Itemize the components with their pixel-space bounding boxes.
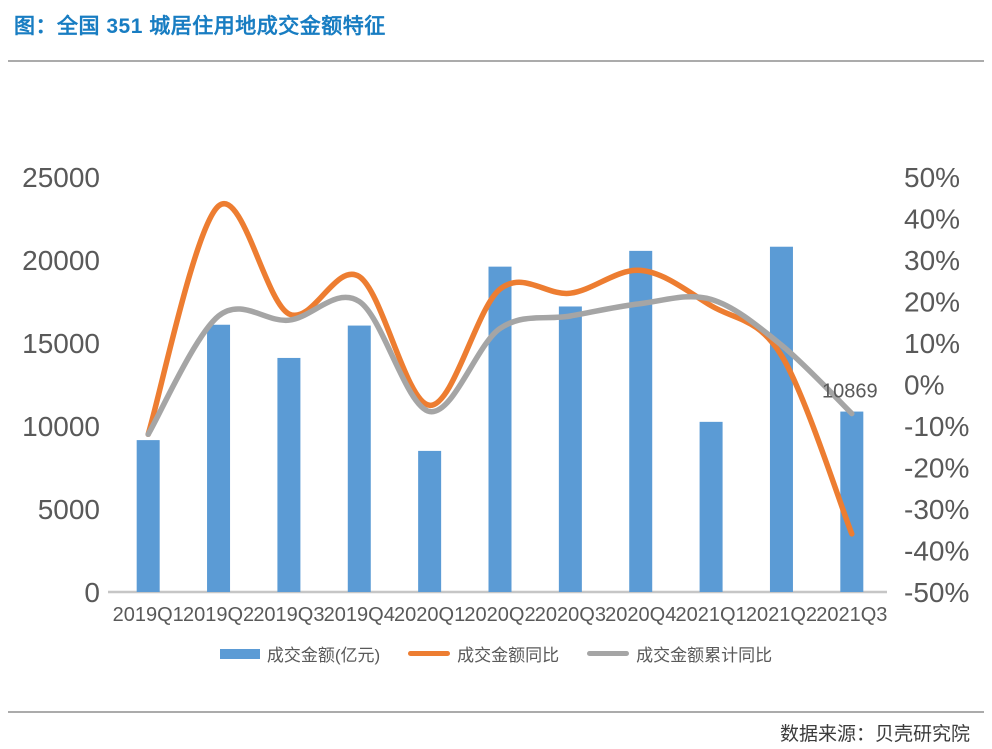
x-axis-label: 2020Q1 [394,604,465,626]
bar-2019Q3 [277,357,301,592]
left-axis-tick: 20000 [22,245,100,276]
legend-label: 成交金额同比 [457,646,560,665]
legend-label: 成交金额累计同比 [636,646,773,665]
x-axis-label: 2019Q3 [253,604,324,626]
right-axis-tick: 30% [904,245,960,276]
x-axis-label: 2020Q2 [464,604,535,626]
right-axis-tick: -30% [904,494,969,525]
legend-bar-swatch [219,648,260,659]
left-axis-tick: 5000 [38,494,100,525]
legend-label: 成交金额(亿元) [266,646,381,665]
bar-2021Q1 [699,421,723,592]
left-axis-tick: 15000 [22,328,100,359]
x-axis-label: 2020Q3 [535,604,606,626]
x-axis-label: 2019Q1 [113,604,184,626]
bar-value-label: 10869 [822,381,878,403]
right-axis-tick: 20% [904,287,960,318]
right-axis-tick: 50% [904,162,960,193]
right-axis-tick: -40% [904,536,969,567]
left-axis-tick: 25000 [22,162,100,193]
legend-item-2: 成交金额同比 [408,641,559,666]
x-axis-label: 2021Q3 [816,604,887,626]
right-axis-tick: -20% [904,453,969,484]
x-axis-label: 2020Q4 [605,604,676,626]
x-axis-label: 2021Q1 [676,604,747,626]
right-axis-tick: 10% [904,328,960,359]
cumulative-yoy-line [145,294,855,438]
legend-line-swatch [587,651,630,656]
footer-divider [8,711,984,713]
x-axis-label: 2019Q2 [183,604,254,626]
right-axis-tick: 0% [904,370,944,401]
right-axis-tick: 40% [904,204,960,235]
bar-2020Q4 [629,250,653,592]
x-axis-label: 2019Q4 [324,604,395,626]
title-divider [8,60,984,62]
right-axis-tick: -10% [904,411,969,442]
bar-2020Q2 [488,266,512,592]
right-axis-tick: -50% [904,577,969,608]
bar-2020Q3 [558,306,582,592]
bar-2021Q2 [769,246,793,592]
left-axis-tick: 10000 [22,411,100,442]
bar-2021Q3 [840,411,864,592]
yoy-line [145,200,855,537]
legend-item-1: 成交金额(亿元) [219,641,381,666]
left-axis-tick: 0 [84,577,100,608]
legend-line-swatch [408,651,451,656]
bar-2019Q1 [136,440,160,592]
chart-legend: 成交金额(亿元) 成交金额同比 成交金额累计同比 [0,641,992,666]
x-axis-label: 2021Q2 [746,604,817,626]
bar-2019Q2 [207,324,231,592]
bar-2019Q4 [347,325,371,592]
bar-2020Q1 [418,450,442,592]
data-source: 数据来源：贝壳研究院 [779,724,970,745]
chart-title: 图：全国 351 城居住用地成交金额特征 [14,15,386,38]
combo-chart: 25000 20000 15000 10000 5000 0 50% 40% 30% 20% 10%… [22,162,969,626]
legend-item-3: 成交金额累计同比 [587,641,772,666]
